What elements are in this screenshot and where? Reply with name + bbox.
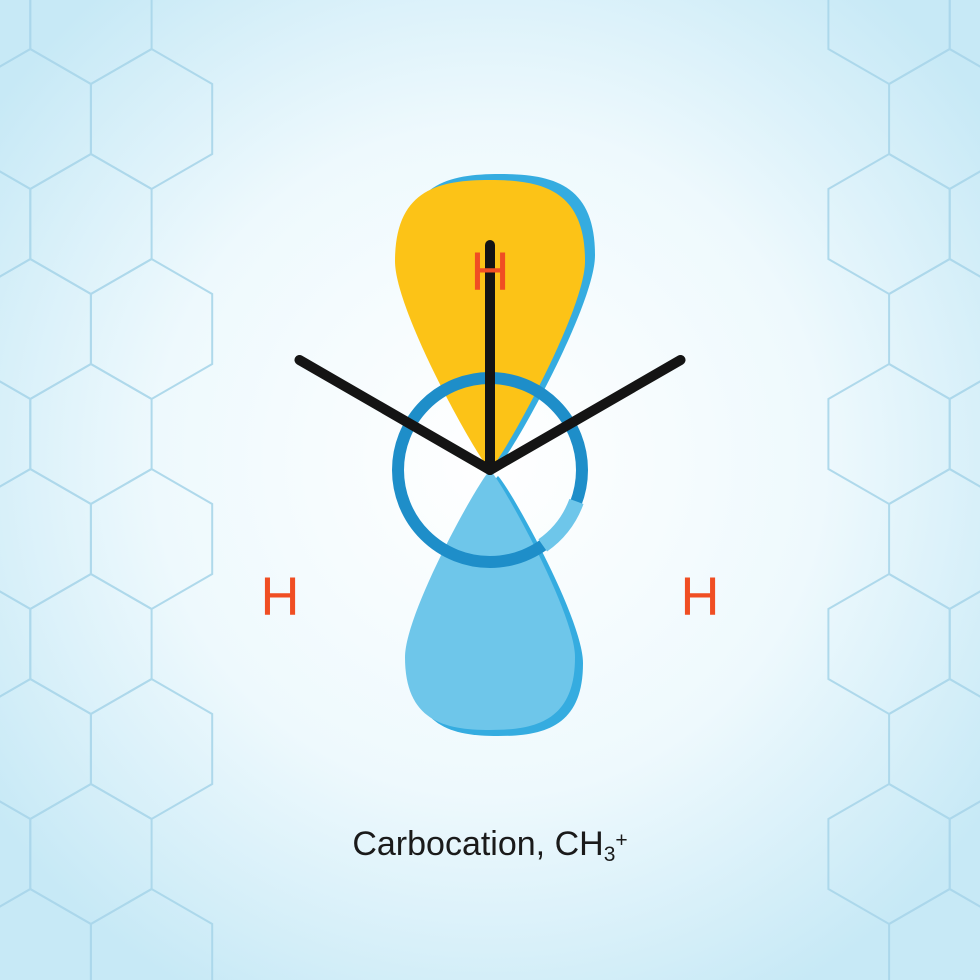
hydrogen-label-right: H [681, 566, 720, 626]
caption: Carbocation, CH3+ [352, 825, 627, 866]
hydrogen-label-left: H [261, 566, 300, 626]
hydrogen-label-top: H [471, 241, 510, 301]
carbocation-diagram: H H H Carbocation, CH3+ [0, 0, 980, 980]
